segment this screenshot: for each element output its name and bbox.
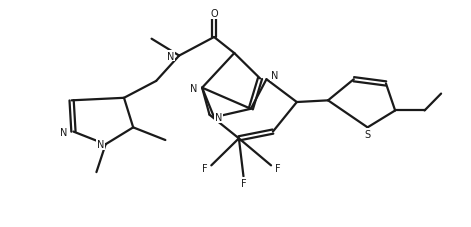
- Text: N: N: [167, 51, 174, 61]
- Text: F: F: [202, 163, 207, 173]
- Text: N: N: [60, 127, 67, 137]
- Text: S: S: [365, 130, 371, 140]
- Text: N: N: [271, 71, 278, 81]
- Text: F: F: [241, 178, 246, 188]
- Text: F: F: [275, 163, 281, 173]
- Text: N: N: [97, 140, 104, 150]
- Text: O: O: [210, 9, 218, 19]
- Text: N: N: [215, 113, 222, 123]
- Text: N: N: [190, 83, 197, 93]
